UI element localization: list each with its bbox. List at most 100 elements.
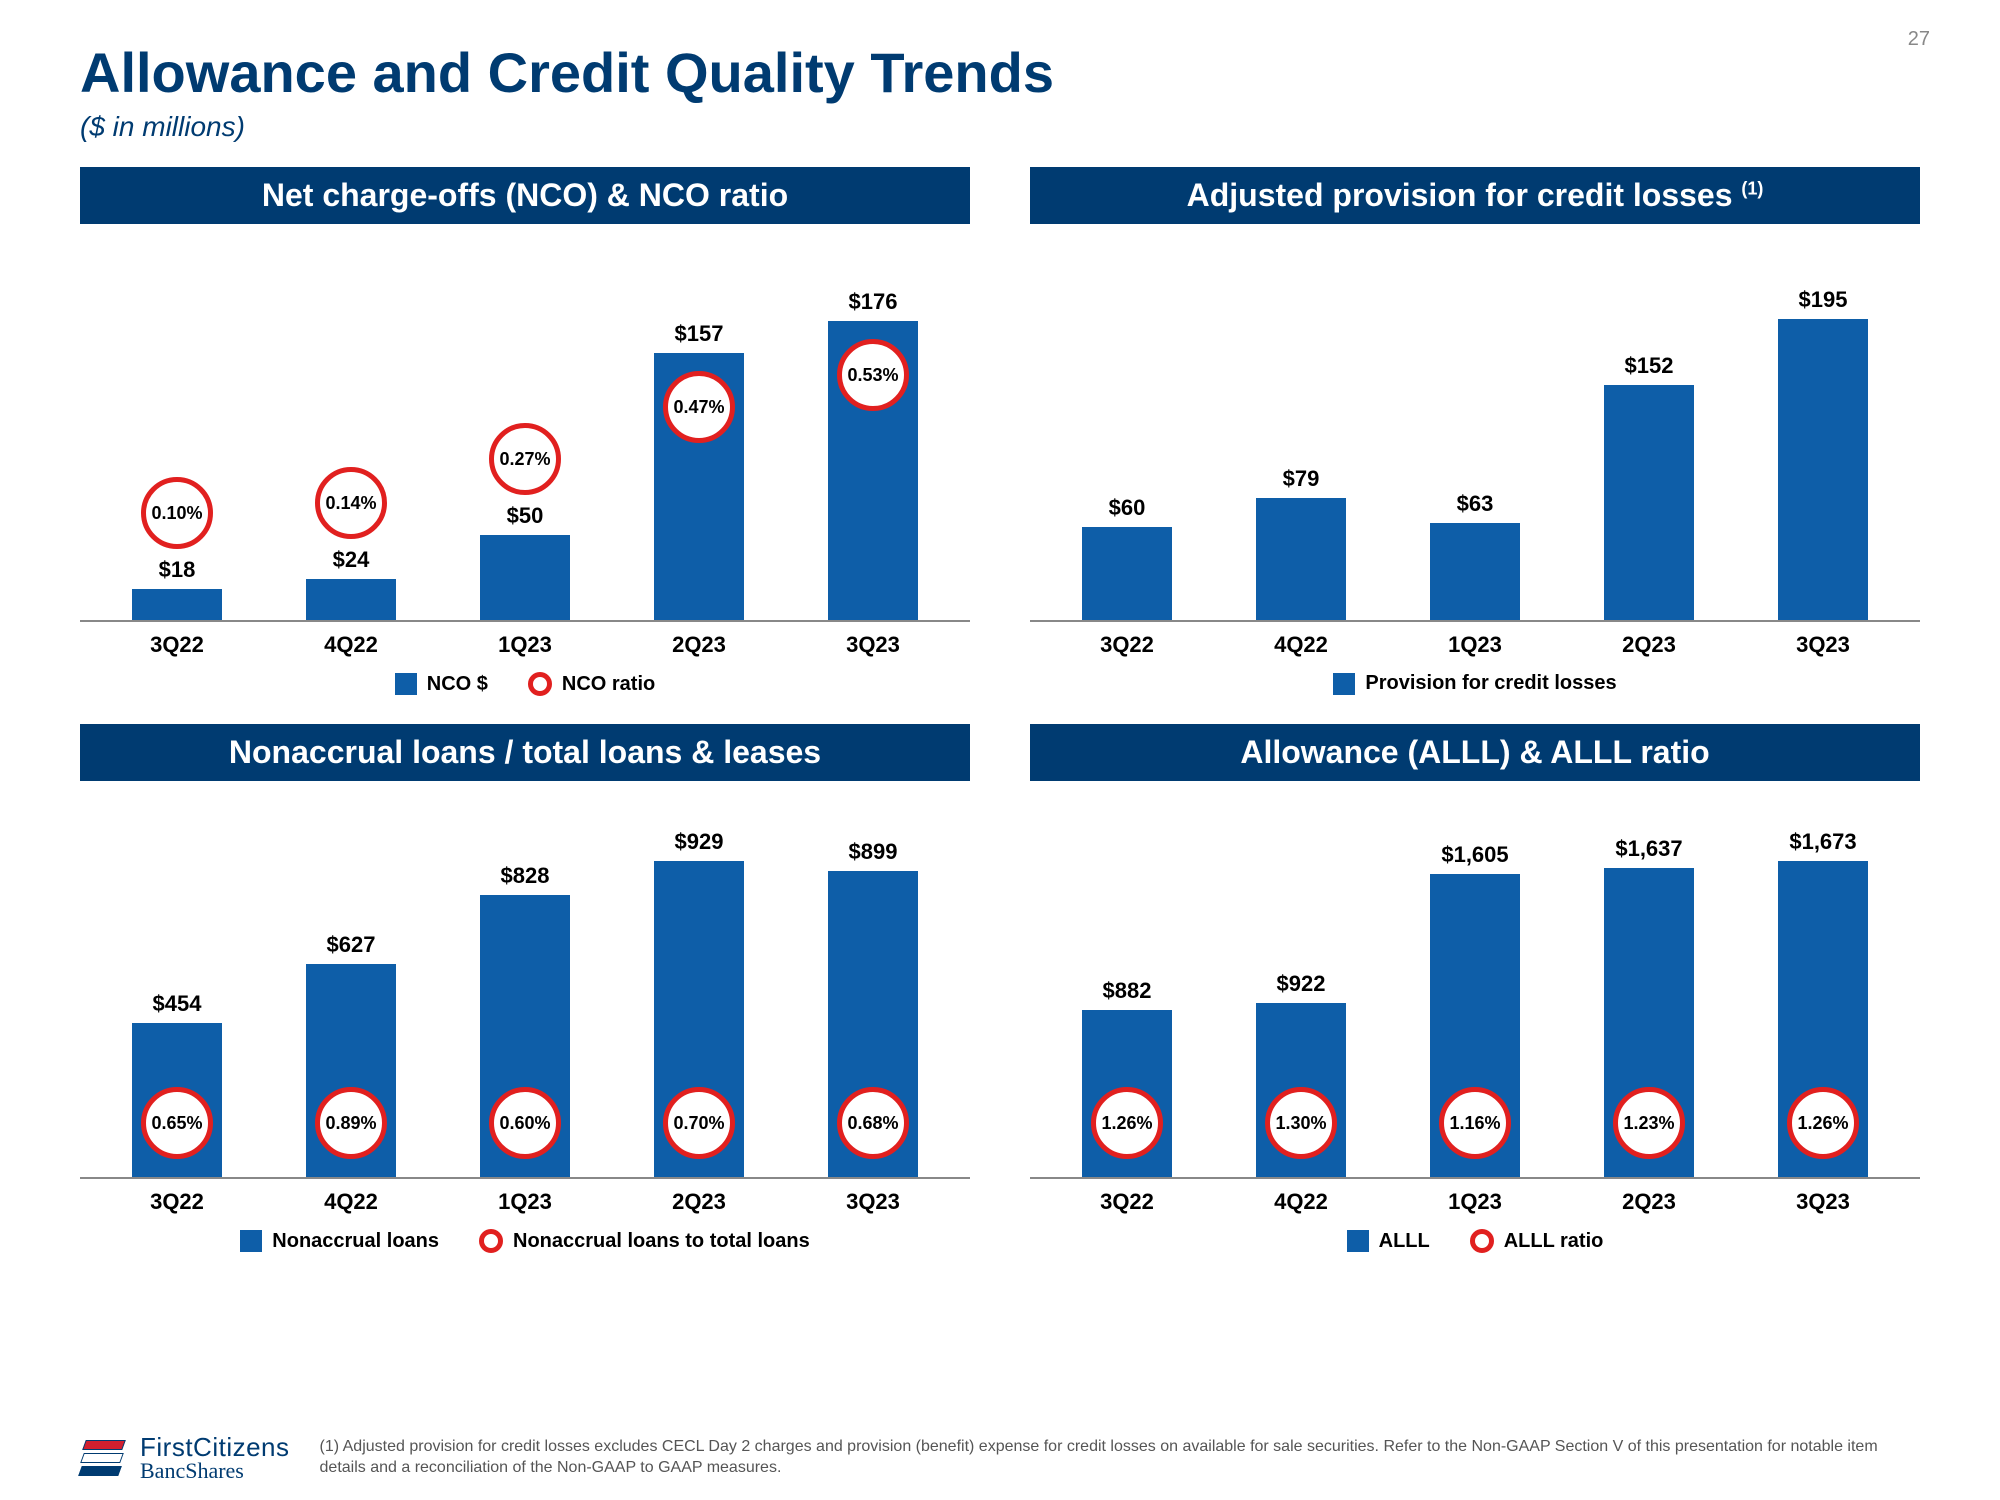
legend-item: ALLL bbox=[1347, 1229, 1430, 1253]
bar-column: $79 bbox=[1214, 242, 1388, 620]
ratio-marker: 0.10% bbox=[141, 477, 213, 549]
chart-area: $8821.26%$9221.30%$1,6051.16%$1,6371.23%… bbox=[1030, 799, 1920, 1179]
chart-bar: 0.65% bbox=[132, 1023, 222, 1177]
chart-grid: Net charge-offs (NCO) & NCO ratio 0.10% $1… bbox=[80, 167, 1920, 1253]
legend-item: NCO ratio bbox=[528, 672, 655, 696]
bar-value-label: $1,673 bbox=[1789, 829, 1856, 855]
legend-square-icon bbox=[395, 673, 417, 695]
chart-bar: 0.68% bbox=[828, 871, 918, 1177]
bar-column: $1,673 1.26% bbox=[1736, 799, 1910, 1177]
chart-area: $60$79$63$152$195 bbox=[1030, 242, 1920, 622]
bar-value-label: $627 bbox=[327, 932, 376, 958]
chart-bar: 0.53% bbox=[828, 321, 918, 620]
legend-ring-icon bbox=[1470, 1229, 1494, 1253]
panel-header: Adjusted provision for credit losses (1) bbox=[1030, 167, 1920, 224]
bar-value-label: $176 bbox=[849, 289, 898, 315]
chart-bar: 1.23% bbox=[1604, 868, 1694, 1177]
legend-label: Nonaccrual loans to total loans bbox=[513, 1230, 810, 1253]
chart-bar bbox=[132, 589, 222, 620]
legend-square-icon bbox=[1347, 1230, 1369, 1252]
bar-column: $627 0.89% bbox=[264, 799, 438, 1177]
legend-label: Provision for credit losses bbox=[1365, 672, 1616, 695]
x-tick-label: 3Q23 bbox=[786, 632, 960, 658]
panel-nco: Net charge-offs (NCO) & NCO ratio 0.10% $1… bbox=[80, 167, 970, 696]
legend-label: ALLL ratio bbox=[1504, 1230, 1604, 1253]
x-tick-label: 1Q23 bbox=[438, 1189, 612, 1215]
chart-bar: 1.26% bbox=[1082, 1010, 1172, 1177]
panel-header: Net charge-offs (NCO) & NCO ratio bbox=[80, 167, 970, 224]
panel-alll: Allowance (ALLL) & ALLL ratio$8821.26%$9… bbox=[1030, 724, 1920, 1253]
ratio-marker: 1.23% bbox=[1613, 1087, 1685, 1159]
bar-column: $176 0.53% bbox=[786, 242, 960, 620]
bar-column: $8280.60% bbox=[438, 799, 612, 1177]
chart-bar bbox=[306, 579, 396, 620]
panel-header: Nonaccrual loans / total loans & leases bbox=[80, 724, 970, 781]
chart-bar: 1.26% bbox=[1778, 861, 1868, 1177]
x-tick-label: 2Q23 bbox=[1562, 1189, 1736, 1215]
bar-column: $157 0.47% bbox=[612, 242, 786, 620]
x-axis: 3Q224Q221Q232Q233Q23 bbox=[1030, 1179, 1920, 1215]
bar-column: $195 bbox=[1736, 242, 1910, 620]
ratio-marker: 0.27% bbox=[489, 423, 561, 495]
chart-bar: 1.30% bbox=[1256, 1003, 1346, 1177]
x-tick-label: 3Q22 bbox=[90, 1189, 264, 1215]
chart-legend: NCO $ NCO ratio bbox=[80, 672, 970, 696]
ratio-marker: 1.26% bbox=[1091, 1087, 1163, 1159]
bar-value-label: $18 bbox=[159, 557, 196, 583]
chart-legend: ALLL ALLL ratio bbox=[1030, 1229, 1920, 1253]
footer: FirstCitizens BancShares (1) Adjusted pr… bbox=[80, 1434, 1920, 1482]
panel-provision: Adjusted provision for credit losses (1)… bbox=[1030, 167, 1920, 696]
x-tick-label: 4Q22 bbox=[264, 632, 438, 658]
bar-column: $454 0.65% bbox=[90, 799, 264, 1177]
legend-label: NCO ratio bbox=[562, 673, 655, 696]
legend-item: Provision for credit losses bbox=[1333, 672, 1616, 695]
chart-bar: 0.47% bbox=[654, 353, 744, 620]
legend-item: NCO $ bbox=[395, 672, 488, 696]
legend-item: Nonaccrual loans bbox=[240, 1229, 439, 1253]
bar-value-label: $157 bbox=[675, 321, 724, 347]
page-subtitle: ($ in millions) bbox=[80, 111, 1920, 143]
x-tick-label: 4Q22 bbox=[1214, 632, 1388, 658]
bar-value-label: $63 bbox=[1457, 491, 1494, 517]
logo-mark-icon bbox=[80, 1434, 128, 1482]
x-tick-label: 3Q22 bbox=[1040, 1189, 1214, 1215]
x-tick-label: 2Q23 bbox=[1562, 632, 1736, 658]
chart-bar bbox=[1256, 498, 1346, 620]
x-axis: 3Q224Q221Q232Q233Q23 bbox=[80, 622, 970, 658]
panel-nonaccrual: Nonaccrual loans / total loans & leases $… bbox=[80, 724, 970, 1253]
bar-column: $9221.30% bbox=[1214, 799, 1388, 1177]
bar-value-label: $195 bbox=[1799, 287, 1848, 313]
chart-bar bbox=[1604, 385, 1694, 620]
x-tick-label: 3Q22 bbox=[1040, 632, 1214, 658]
legend-square-icon bbox=[1333, 673, 1355, 695]
x-tick-label: 1Q23 bbox=[1388, 1189, 1562, 1215]
x-axis: 3Q224Q221Q232Q233Q23 bbox=[80, 1179, 970, 1215]
chart-bar bbox=[1778, 319, 1868, 620]
legend-item: ALLL ratio bbox=[1470, 1229, 1604, 1253]
ratio-marker: 1.16% bbox=[1439, 1087, 1511, 1159]
chart-bar: 1.16% bbox=[1430, 874, 1520, 1177]
bar-value-label: $50 bbox=[507, 503, 544, 529]
ratio-marker: 0.89% bbox=[315, 1087, 387, 1159]
x-tick-label: 2Q23 bbox=[612, 632, 786, 658]
ratio-marker: 0.53% bbox=[837, 339, 909, 411]
logo-line1: FirstCitizens bbox=[140, 1434, 290, 1460]
legend-item: Nonaccrual loans to total loans bbox=[479, 1229, 810, 1253]
bar-column: 0.14%$24 bbox=[264, 242, 438, 620]
bar-column: $63 bbox=[1388, 242, 1562, 620]
chart-bar: 0.60% bbox=[480, 895, 570, 1177]
page-title: Allowance and Credit Quality Trends bbox=[80, 40, 1920, 105]
chart-area: $454 0.65% $627 0.89% $8280.60%$9290.70%$899… bbox=[80, 799, 970, 1179]
ratio-marker: 0.60% bbox=[489, 1087, 561, 1159]
bar-column: $8990.68% bbox=[786, 799, 960, 1177]
bar-value-label: $454 bbox=[153, 991, 202, 1017]
x-tick-label: 3Q23 bbox=[786, 1189, 960, 1215]
ratio-marker: 1.30% bbox=[1265, 1087, 1337, 1159]
legend-square-icon bbox=[240, 1230, 262, 1252]
bar-column: $9290.70% bbox=[612, 799, 786, 1177]
chart-bar bbox=[1430, 523, 1520, 620]
bar-column: $1,6051.16% bbox=[1388, 799, 1562, 1177]
bar-value-label: $1,637 bbox=[1615, 836, 1682, 862]
chart-bar: 0.89% bbox=[306, 964, 396, 1177]
bar-column: 0.27% $50 bbox=[438, 242, 612, 620]
